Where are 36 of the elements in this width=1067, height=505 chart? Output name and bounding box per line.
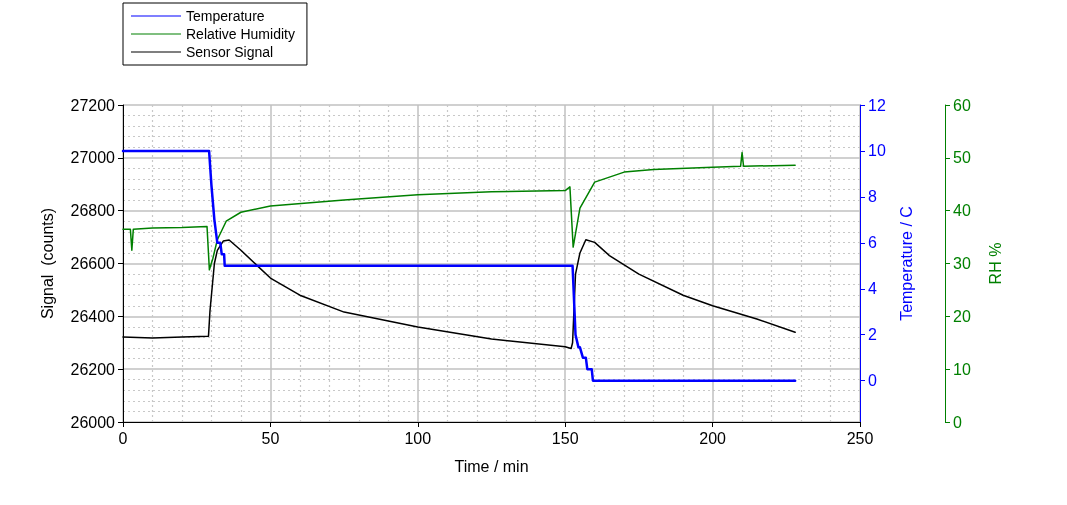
- y2-tick-label: 10: [868, 142, 886, 160]
- line-series: [121, 149, 797, 382]
- line-series: [122, 151, 796, 271]
- x-tick-label: 100: [404, 429, 432, 447]
- y3-tick-label: 10: [953, 360, 971, 378]
- y3-tick-label: 30: [953, 255, 971, 272]
- x-tick-label: 200: [699, 429, 727, 447]
- y-tick-label: 26000: [70, 413, 116, 431]
- y3-tick-label: 20: [953, 307, 971, 325]
- y2-tick-label: 8: [868, 188, 877, 206]
- y-tick-label: 27200: [70, 96, 116, 114]
- y-tick-label: 26400: [70, 307, 116, 325]
- y2-axis-title: Temperature / C: [897, 206, 915, 321]
- y-tick-label: 27000: [70, 149, 116, 167]
- x-tick-label: 150: [551, 429, 579, 447]
- y-axis-title: Signal (counts): [38, 207, 56, 320]
- y3-tick-label: 50: [953, 149, 971, 167]
- y2-tick-label: 2: [868, 326, 877, 344]
- legend-label: Relative Humidity: [186, 26, 295, 42]
- y2-tick-label: 6: [868, 234, 877, 252]
- legend-label: Temperature: [186, 8, 265, 24]
- y2-tick-label: 0: [868, 372, 877, 390]
- y2-tick-label: 4: [868, 280, 877, 298]
- x-axis-title: Time / min: [454, 457, 529, 475]
- y-tick-label: 26600: [70, 255, 116, 272]
- y3-tick-label: 0: [953, 413, 962, 431]
- x-tick-label: 250: [846, 429, 874, 447]
- y3-axis-title: RH %: [986, 242, 1004, 285]
- y3-tick-label: 60: [953, 96, 971, 114]
- y-tick-label: 26200: [70, 360, 116, 378]
- legend-label: Sensor Signal: [186, 44, 274, 60]
- x-tick-label: 0: [118, 429, 128, 447]
- y-tick-label: 26800: [70, 202, 116, 220]
- y3-tick-label: 40: [953, 202, 971, 220]
- y2-tick-label: 12: [868, 96, 886, 114]
- x-tick-label: 50: [261, 429, 280, 447]
